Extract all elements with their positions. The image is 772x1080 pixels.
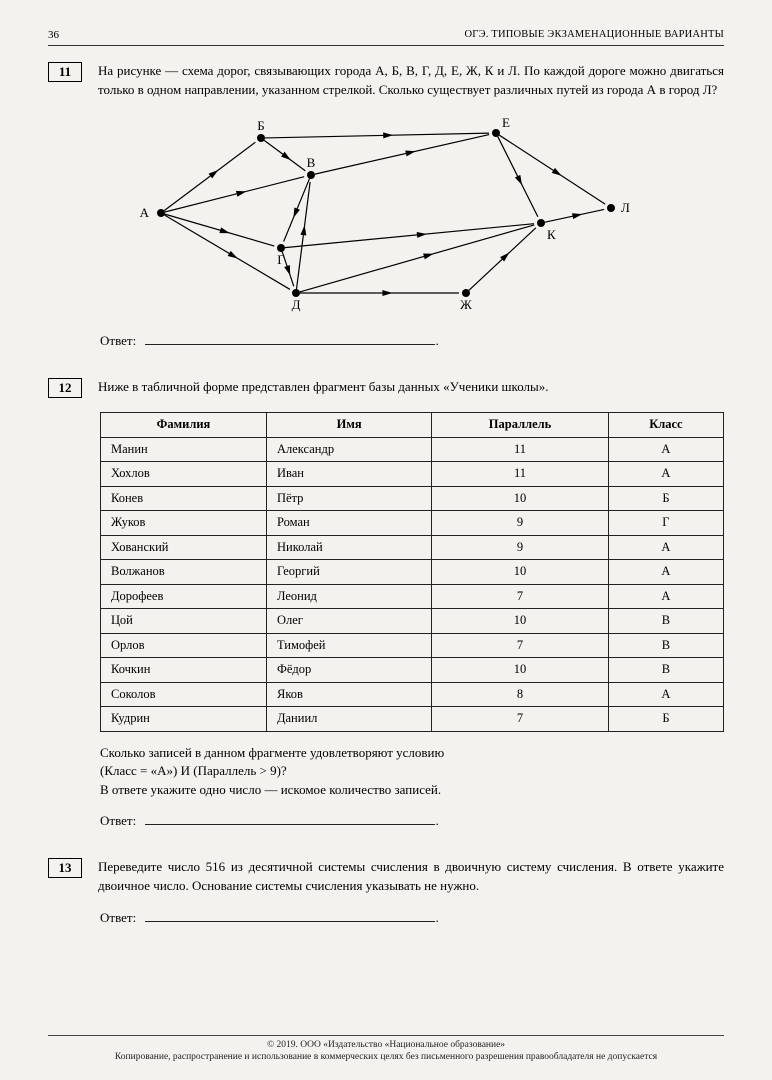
header-title: ОГЭ. ТИПОВЫЕ ЭКЗАМЕНАЦИОННЫЕ ВАРИАНТЫ: [465, 28, 724, 43]
followup-line3: В ответе укажите одно число — искомое ко…: [100, 781, 724, 800]
table-header: Фамилия: [101, 413, 267, 438]
answer-12: Ответ: .: [100, 812, 724, 830]
table-row: КоневПётр10Б: [101, 486, 724, 511]
table-row: ХохловИван11А: [101, 462, 724, 487]
task-11-text: На рисунке — схема дорог, связывающих го…: [98, 62, 724, 98]
svg-text:Е: Е: [502, 115, 510, 130]
task-12-followup: Сколько записей в данном фрагменте удовл…: [100, 744, 724, 801]
table-row: ВолжановГеоргий10А: [101, 560, 724, 585]
svg-text:Д: Д: [292, 297, 301, 312]
footer-notice: Копирование, распространение и использов…: [48, 1052, 724, 1064]
table-row: ЖуковРоман9Г: [101, 511, 724, 536]
task-number-13: 13: [48, 858, 82, 878]
svg-text:Ж: Ж: [460, 297, 472, 312]
svg-text:А: А: [140, 205, 150, 220]
followup-line2: (Класс = «А») И (Параллель > 9)?: [100, 762, 724, 781]
task-13: 13 Переведите число 516 из десятичной си…: [48, 858, 724, 894]
answer-13: Ответ: .: [100, 909, 724, 927]
answer-line: [145, 910, 435, 922]
answer-label: Ответ:: [100, 812, 136, 830]
table-header: Имя: [266, 413, 431, 438]
answer-label: Ответ:: [100, 909, 136, 927]
table-row: ОрловТимофей7В: [101, 633, 724, 658]
task-number-12: 12: [48, 378, 82, 398]
followup-line1: Сколько записей в данном фрагменте удовл…: [100, 744, 724, 763]
table-header: Параллель: [432, 413, 609, 438]
table-row: МанинАлександр11А: [101, 437, 724, 462]
answer-11: Ответ: .: [100, 332, 724, 350]
table-row: СоколовЯков8А: [101, 682, 724, 707]
road-graph-svg: А Б В Г Д Е Ж К Л: [121, 113, 651, 313]
task-number-11: 11: [48, 62, 82, 82]
answer-label: Ответ:: [100, 332, 136, 350]
table-wrapper: ФамилияИмяПараллельКлассМанинАлександр11…: [100, 412, 724, 732]
graph-diagram: А Б В Г Д Е Ж К Л: [48, 113, 724, 318]
task-13-text: Переведите число 516 из десятичной систе…: [98, 858, 724, 894]
svg-text:К: К: [547, 227, 556, 242]
table-row: ЦойОлег10В: [101, 609, 724, 634]
page-header: 36 ОГЭ. ТИПОВЫЕ ЭКЗАМЕНАЦИОННЫЕ ВАРИАНТЫ: [48, 28, 724, 46]
table-row: ДорофеевЛеонид7А: [101, 584, 724, 609]
footer: © 2019. ООО «Издательство «Национальное …: [48, 1035, 724, 1064]
table-row: КудринДаниил7Б: [101, 707, 724, 732]
svg-text:Б: Б: [257, 118, 264, 133]
students-table: ФамилияИмяПараллельКлассМанинАлександр11…: [100, 412, 724, 732]
svg-text:В: В: [307, 155, 316, 170]
footer-copyright: © 2019. ООО «Издательство «Национальное …: [48, 1040, 724, 1052]
task-11: 11 На рисунке — схема дорог, связывающих…: [48, 62, 724, 98]
table-header: Класс: [608, 413, 723, 438]
task-12-intro: Ниже в табличной форме представлен фрагм…: [98, 378, 724, 396]
svg-text:Л: Л: [621, 200, 630, 215]
table-row: ХованскийНиколай9А: [101, 535, 724, 560]
page-number: 36: [48, 28, 59, 43]
table-row: КочкинФёдор10В: [101, 658, 724, 683]
task-12: 12 Ниже в табличной форме представлен фр…: [48, 378, 724, 398]
answer-line: [145, 333, 435, 345]
answer-line: [145, 813, 435, 825]
svg-text:Г: Г: [277, 252, 285, 267]
